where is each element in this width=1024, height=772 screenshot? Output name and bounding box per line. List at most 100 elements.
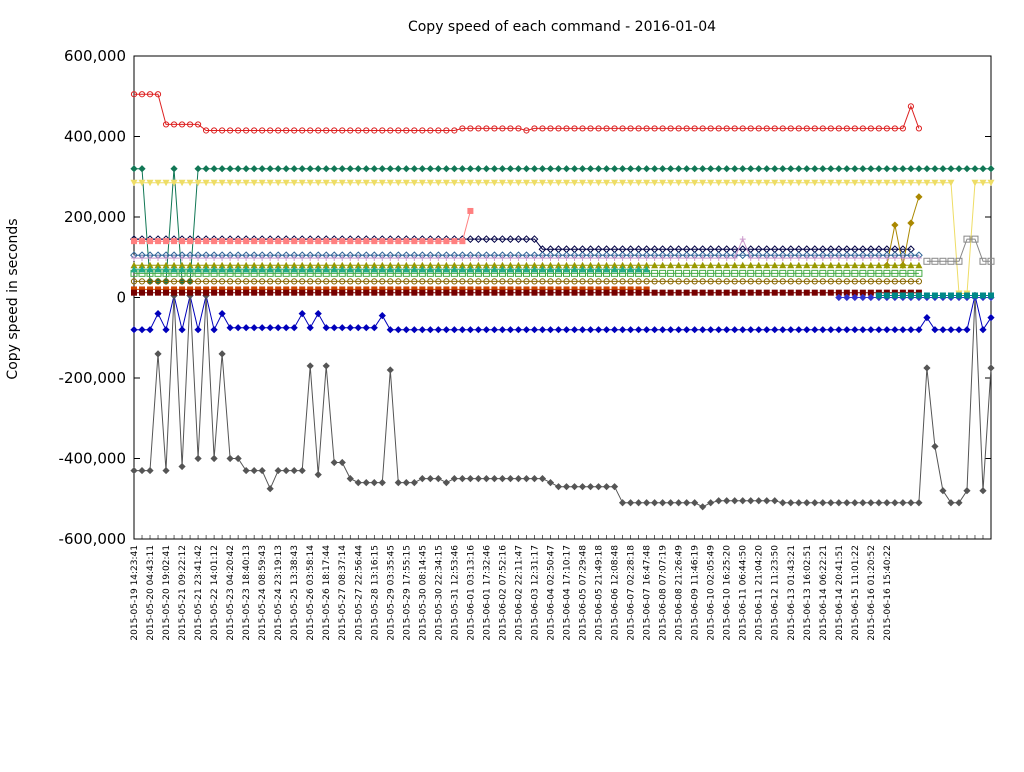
data-point: [138, 165, 145, 172]
y-tick-label: 0: [116, 289, 126, 307]
data-point: [427, 165, 434, 172]
data-point: [916, 292, 922, 298]
data-point: [179, 290, 185, 296]
data-point: [907, 326, 914, 333]
data-point: [699, 326, 706, 333]
data-point: [507, 165, 514, 172]
data-point: [331, 459, 338, 466]
data-point: [251, 324, 258, 331]
data-point: [427, 238, 433, 244]
data-point: [876, 292, 882, 298]
data-point: [979, 326, 986, 333]
data-point: [459, 165, 466, 172]
data-point: [588, 290, 594, 296]
data-point: [138, 467, 145, 474]
data-point: [603, 483, 610, 490]
data-point: [459, 290, 465, 296]
x-tick-label: 2015-06-12 11:23:50: [771, 545, 781, 641]
x-tick-label: 2015-05-20 19:02:41: [162, 545, 172, 641]
y-axis-label: Copy speed in seconds: [5, 218, 21, 379]
data-point: [875, 499, 882, 506]
data-point: [211, 290, 217, 296]
data-point: [795, 326, 802, 333]
data-point: [443, 326, 450, 333]
data-point: [843, 499, 850, 506]
x-tick-label: 2015-05-29 17:55:15: [402, 545, 412, 641]
data-point: [827, 326, 834, 333]
data-point: [275, 467, 282, 474]
data-point: [379, 238, 385, 244]
data-point: [467, 165, 474, 172]
data-point: [323, 324, 330, 331]
data-point: [547, 326, 554, 333]
data-point: [347, 324, 354, 331]
data-point: [963, 326, 970, 333]
data-point: [915, 165, 922, 172]
data-point: [451, 326, 458, 333]
data-point: [683, 165, 690, 172]
data-point: [531, 290, 537, 296]
x-tick-label: 2015-06-07 16:47:48: [643, 545, 653, 641]
data-point: [979, 487, 986, 494]
data-point: [259, 324, 266, 331]
data-point: [531, 326, 538, 333]
data-point: [932, 292, 938, 298]
data-point: [355, 165, 362, 172]
x-tick-label: 2015-06-13 01:43:21: [787, 545, 797, 641]
data-point: [723, 326, 730, 333]
data-point: [787, 326, 794, 333]
data-point: [202, 165, 209, 172]
series-7: [924, 236, 994, 264]
data-point: [355, 324, 362, 331]
data-point: [251, 238, 257, 244]
data-point: [731, 165, 738, 172]
data-point: [195, 238, 201, 244]
data-point: [339, 459, 346, 466]
data-point: [795, 499, 802, 506]
data-point: [211, 238, 217, 244]
data-point: [451, 475, 458, 482]
data-point: [251, 165, 258, 172]
data-point: [178, 326, 185, 333]
data-point: [203, 290, 209, 296]
data-point: [924, 292, 930, 298]
data-point: [635, 326, 642, 333]
data-point: [411, 290, 417, 296]
x-tick-label: 2015-06-03 12:31:17: [530, 545, 540, 641]
x-tick-label: 2015-06-14 20:41:51: [835, 545, 845, 641]
data-point: [130, 467, 137, 474]
data-point: [331, 165, 338, 172]
data-point: [835, 165, 842, 172]
data-point: [811, 499, 818, 506]
data-point: [387, 326, 394, 333]
data-point: [779, 165, 786, 172]
data-point: [427, 290, 433, 296]
data-point: [923, 165, 930, 172]
data-point: [275, 165, 282, 172]
data-point: [235, 238, 241, 244]
data-point: [739, 326, 746, 333]
data-point: [627, 499, 634, 506]
x-tick-label: 2015-05-28 13:16:15: [370, 545, 380, 641]
data-point: [227, 455, 234, 462]
data-point: [138, 326, 145, 333]
data-point: [403, 479, 410, 486]
data-point: [227, 290, 233, 296]
data-point: [771, 497, 778, 504]
data-point: [539, 290, 545, 296]
data-point: [131, 290, 137, 296]
data-point: [315, 290, 321, 296]
data-point: [307, 362, 314, 369]
data-point: [819, 165, 826, 172]
data-point: [772, 290, 778, 296]
data-point: [451, 238, 457, 244]
data-point: [827, 499, 834, 506]
data-point: [162, 467, 169, 474]
data-point: [891, 499, 898, 506]
data-point: [683, 499, 690, 506]
data-point: [835, 326, 842, 333]
data-point: [611, 326, 618, 333]
data-point: [419, 326, 426, 333]
data-point: [732, 290, 738, 296]
